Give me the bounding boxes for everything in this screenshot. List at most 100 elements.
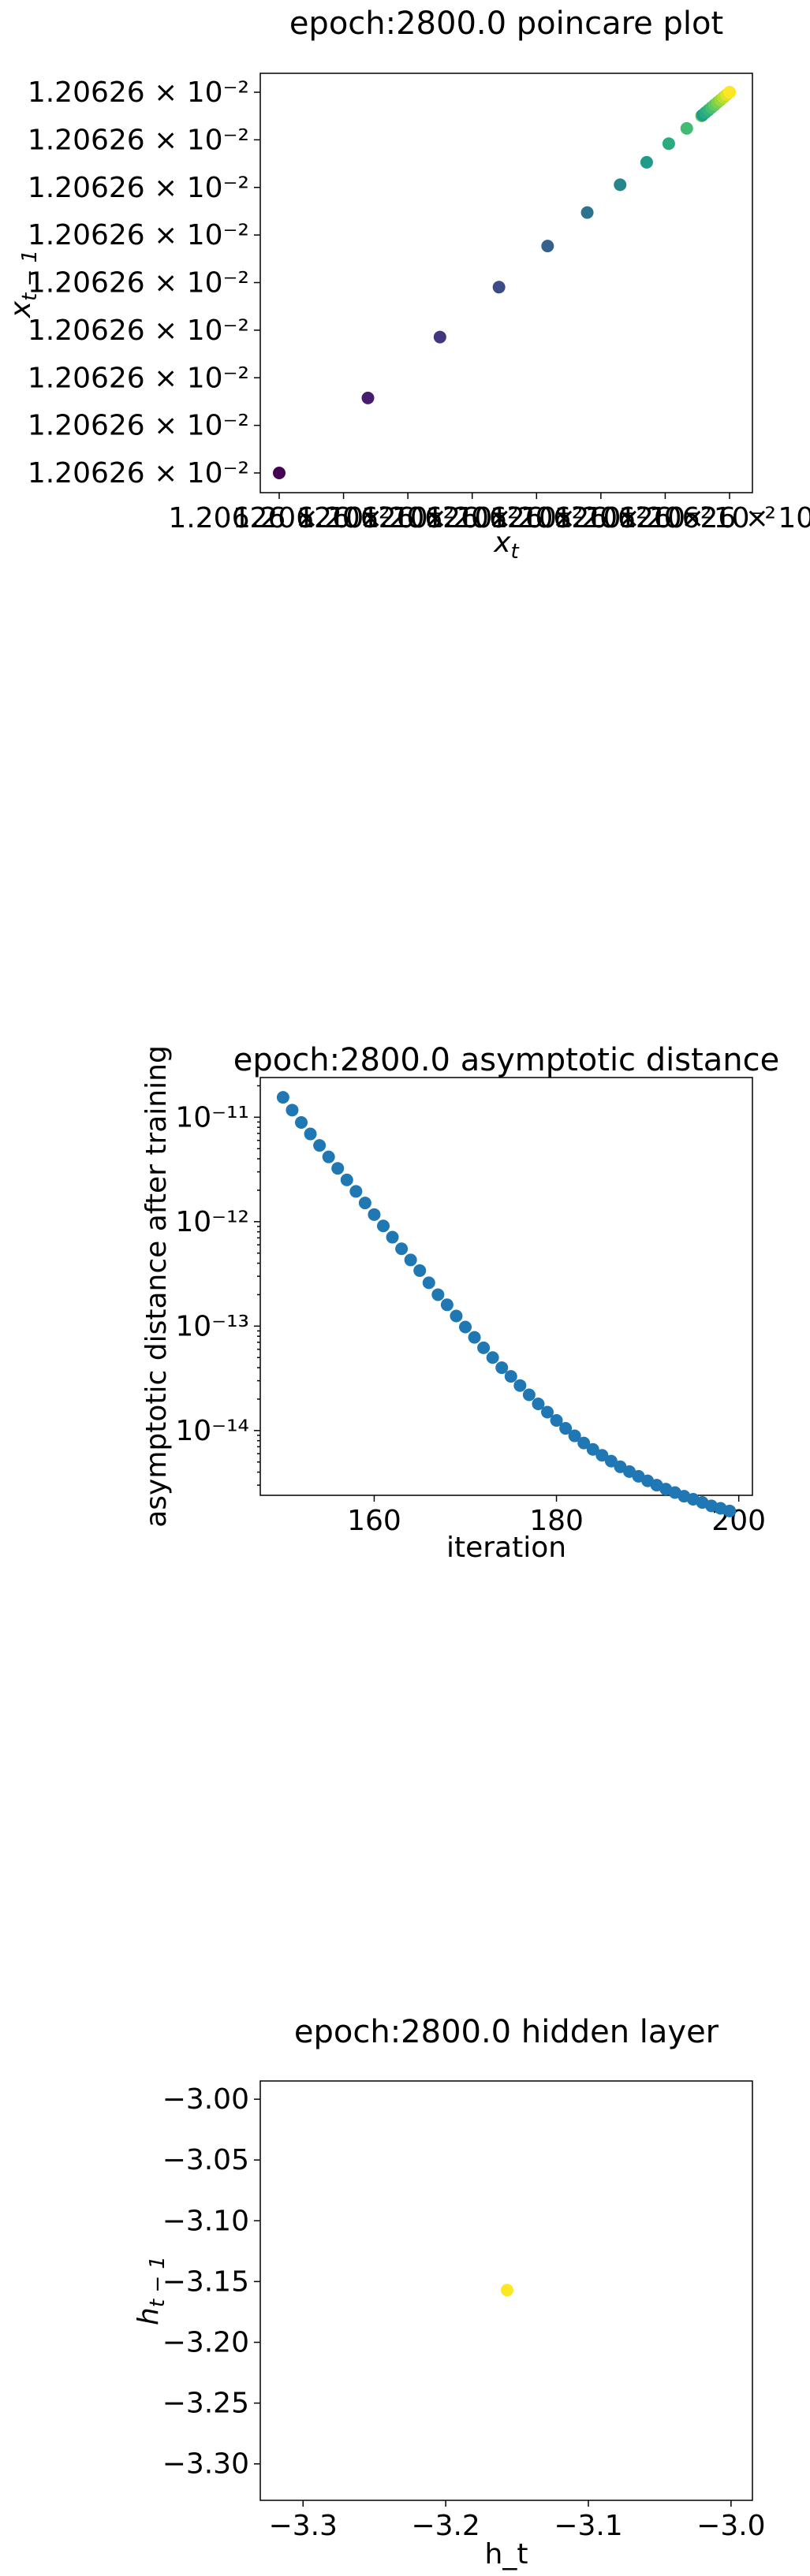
poincare-x-tick-label: 1.20626 × 10⁻² — [426, 502, 648, 534]
asymptotic-point — [404, 1253, 417, 1267]
asymptotic-point — [477, 1341, 491, 1354]
asymptotic-point — [322, 1150, 335, 1163]
poincare-point — [361, 391, 375, 404]
asymptotic-point — [331, 1162, 345, 1175]
hidden-x-tick-label: −3.2 — [411, 2510, 480, 2542]
asymptotic-point — [431, 1288, 445, 1301]
poincare-x-tick-label: 1.20626 × 10⁻² — [233, 502, 454, 534]
asymptotic-x-axis-label: iteration — [446, 1532, 566, 1564]
hidden-y-tick-label: −3.10 — [162, 2205, 249, 2237]
asymptotic-point — [586, 1442, 599, 1456]
asymptotic-point — [386, 1230, 399, 1244]
poincare-x-ticks: 1.20626 × 10⁻²1.20626 × 10⁻²1.20626 × 10… — [168, 493, 810, 534]
poincare-x-axis-label: xt — [493, 527, 519, 564]
asymptotic-point — [723, 1504, 737, 1517]
poincare-plot-panel: epoch:2800.0 poincare plot 1.20626 × 10⁻… — [5, 6, 810, 564]
asymptotic-point — [559, 1422, 573, 1435]
poincare-plot-title: epoch:2800.0 poincare plot — [289, 6, 723, 42]
asymptotic-point — [358, 1197, 371, 1210]
asymptotic-point — [486, 1351, 499, 1364]
asymptotic-point — [304, 1127, 317, 1141]
hidden-y-tick-label: −3.25 — [162, 2388, 249, 2420]
poincare-y-tick-label: 1.20626 × 10⁻² — [28, 124, 249, 156]
asymptotic-point — [550, 1414, 563, 1428]
asymptotic-point — [522, 1388, 536, 1402]
asymptotic-point — [568, 1429, 581, 1442]
asymptotic-point — [368, 1208, 381, 1221]
poincare-x-tick-label: 1.20626 × 10⁻² — [490, 502, 711, 534]
hidden-x-ticks: −3.3 −3.2 −3.1 −3.0 — [269, 2500, 766, 2542]
hidden-points — [500, 2284, 513, 2297]
poincare-y-tick-label: 1.20626 × 10⁻² — [28, 315, 249, 347]
asymptotic-y-tick-label: 10⁻¹³ — [175, 1310, 249, 1342]
asymptotic-point — [349, 1185, 363, 1198]
asymptotic-point — [395, 1242, 409, 1256]
poincare-y-tick-label: 1.20626 × 10⁻² — [28, 267, 249, 300]
poincare-x-tick-label: 1.20626 × 10⁻² — [361, 502, 583, 534]
poincare-y-axis-label: xt − 1 — [5, 250, 42, 318]
asymptotic-point — [340, 1173, 353, 1186]
asymptotic-y-ticks: 10⁻¹⁴ 10⁻¹³ 10⁻¹² 10⁻¹¹ — [175, 1085, 260, 1486]
poincare-y-tick-label: 1.20626 × 10⁻² — [28, 172, 249, 204]
asymptotic-point — [295, 1115, 308, 1129]
poincare-y-tick-label: 1.20626 × 10⁻² — [28, 457, 249, 490]
asymptotic-point — [313, 1139, 327, 1152]
poincare-y-ticks: 1.20626 × 10⁻² 1.20626 × 10⁻² 1.20626 × 10… — [28, 76, 260, 490]
hidden-y-ticks: −3.00 −3.05 −3.10 −3.15 −3.20 −3.25 −3.30 — [162, 2083, 260, 2481]
asymptotic-point — [495, 1361, 509, 1375]
poincare-y-tick-label: 1.20626 × 10⁻² — [28, 410, 249, 442]
hidden-layer-panel: epoch:2800.0 hidden layer −3.00 −3.05 −3.1… — [133, 2014, 766, 2570]
poincare-x-tick-label: 1.20626 × 10⁻² — [554, 502, 776, 534]
poincare-x-tick-label: 1.20626 × 10⁻² — [168, 502, 390, 534]
poincare-point — [680, 121, 693, 135]
poincare-x-tick-label: 1.20626 × 10⁻² — [297, 502, 519, 534]
asymptotic-point — [413, 1264, 427, 1277]
poincare-point — [723, 86, 736, 99]
poincare-point — [433, 330, 446, 344]
hidden-y-tick-label: −3.00 — [162, 2083, 249, 2116]
hidden-layer-frame — [259, 2080, 753, 2501]
hidden-x-tick-label: −3.1 — [554, 2510, 622, 2542]
asymptotic-point — [459, 1320, 472, 1334]
hidden-y-tick-label: −3.20 — [162, 2327, 249, 2359]
asymptotic-distance-title: epoch:2800.0 asymptotic distance — [233, 1042, 780, 1078]
poincare-point — [273, 467, 286, 479]
poincare-x-tick-label: 1.20626 × 10⁻² — [618, 502, 810, 534]
poincare-point — [662, 137, 675, 151]
poincare-y-tick-label: 1.20626 × 10⁻² — [28, 362, 249, 394]
asymptotic-point — [286, 1104, 299, 1117]
poincare-y-tick-label: 1.20626 × 10⁻² — [28, 76, 249, 109]
asymptotic-y-tick-label: 10⁻¹¹ — [175, 1101, 249, 1134]
asymptotic-y-tick-label: 10⁻¹⁴ — [175, 1415, 249, 1447]
asymptotic-points — [276, 1091, 737, 1517]
asymptotic-x-tick-label: 180 — [529, 1505, 584, 1537]
asymptotic-point — [440, 1298, 454, 1312]
asymptotic-x-tick-label: 160 — [347, 1505, 401, 1537]
asymptotic-distance-panel: epoch:2800.0 asymptotic distance 10⁻¹⁴10… — [140, 1042, 779, 1564]
poincare-y-tick-label: 1.20626 × 10⁻² — [28, 219, 249, 251]
asymptotic-point — [604, 1454, 618, 1468]
asymptotic-distance-frame — [259, 1077, 753, 1496]
asymptotic-point — [504, 1370, 517, 1383]
poincare-point — [640, 155, 653, 169]
poincare-plot-frame — [259, 73, 753, 493]
asymptotic-point — [377, 1219, 390, 1233]
poincare-point — [492, 281, 506, 294]
hidden-layer-title: epoch:2800.0 hidden layer — [294, 2014, 719, 2050]
asymptotic-point — [541, 1405, 554, 1419]
asymptotic-point — [595, 1449, 609, 1462]
asymptotic-y-axis-label: asymptotic distance after training — [140, 1045, 173, 1528]
asymptotic-point — [577, 1436, 591, 1450]
asymptotic-point — [513, 1379, 527, 1392]
asymptotic-y-tick-label: 10⁻¹² — [175, 1206, 249, 1238]
hidden-y-tick-label: −3.30 — [162, 2448, 249, 2481]
hidden-x-tick-label: −3.0 — [696, 2510, 765, 2542]
hidden-point — [500, 2284, 513, 2297]
asymptotic-point — [422, 1276, 435, 1290]
poincare-point — [614, 178, 627, 192]
poincare-point — [580, 206, 594, 219]
asymptotic-x-ticks: 160 180 200 — [347, 1495, 766, 1537]
poincare-point — [541, 240, 554, 253]
hidden-y-tick-label: −3.15 — [162, 2265, 249, 2298]
